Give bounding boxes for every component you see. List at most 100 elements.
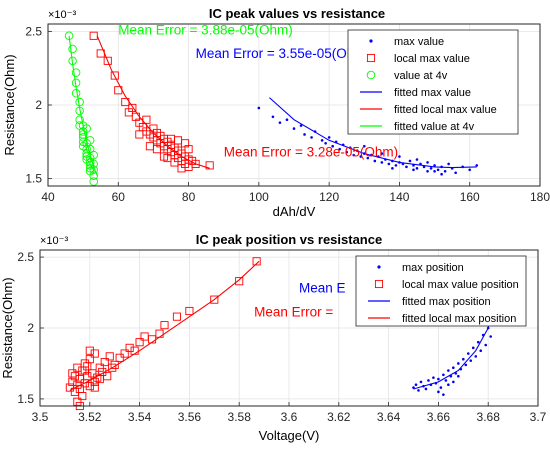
point-local-max-value xyxy=(159,152,169,161)
point-local-max-value-position xyxy=(68,369,77,378)
point-local-max-value-position xyxy=(147,335,157,344)
y-tick-label: 2 xyxy=(27,321,34,335)
point-local-max-value-position xyxy=(120,349,129,358)
point-max-position xyxy=(481,333,485,337)
chart-ic-peak-position: IC peak position vs resistance ×10⁻³ 3.5… xyxy=(0,232,547,443)
legend-marker-max-position xyxy=(377,265,381,269)
mean-error-annotation: Mean E xyxy=(299,281,346,296)
legend-marker-value-at-4v xyxy=(366,70,376,80)
point-value-at-4v xyxy=(89,177,98,186)
point-value-at-4v xyxy=(85,136,95,145)
point-max-position xyxy=(442,393,445,396)
point-local-max-value-position xyxy=(160,321,169,330)
point-max-value xyxy=(271,115,275,119)
point-max-position xyxy=(414,383,418,387)
point-max-value xyxy=(450,167,454,170)
point-local-max-value-position xyxy=(115,353,124,362)
point-value-at-4v xyxy=(85,144,95,154)
y-axis-label: Resistance(Ohm) xyxy=(2,54,17,155)
x-tick-label: 3.52 xyxy=(78,410,102,424)
point-local-max-value xyxy=(205,161,214,170)
point-local-max-value-position xyxy=(95,375,104,384)
point-max-value xyxy=(327,136,331,139)
point-local-max-value-position xyxy=(252,257,261,266)
point-max-value xyxy=(377,155,380,158)
point-local-max-value xyxy=(128,103,137,112)
point-local-max-value xyxy=(145,142,154,151)
x-axis-label: dAh/dV xyxy=(273,204,316,219)
point-max-value xyxy=(370,153,373,157)
point-max-value xyxy=(408,159,412,163)
point-max-value xyxy=(348,146,352,150)
point-max-value xyxy=(454,171,457,175)
x-axis-label: Voltage(V) xyxy=(259,428,320,443)
point-max-value xyxy=(359,155,363,158)
point-local-max-value-position xyxy=(83,362,92,371)
point-max-value xyxy=(320,139,324,142)
point-max-value xyxy=(440,172,443,176)
point-max-value xyxy=(324,141,327,145)
point-max-value xyxy=(391,167,394,170)
point-local-max-value-position xyxy=(90,349,99,358)
legend-marker-max-value xyxy=(369,39,373,43)
point-max-position xyxy=(489,335,492,338)
point-max-value xyxy=(257,106,261,110)
point-value-at-4v xyxy=(71,68,81,77)
point-max-value xyxy=(345,150,349,154)
point-local-max-value xyxy=(89,31,98,40)
point-local-max-value xyxy=(142,115,151,124)
x-tick-label: 160 xyxy=(460,190,480,204)
point-value-at-4v xyxy=(82,124,91,133)
point-max-position xyxy=(454,372,458,375)
legend-label: max position xyxy=(402,262,464,274)
point-max-value xyxy=(366,156,370,160)
legend-label: value at 4v xyxy=(394,70,448,82)
point-max-value xyxy=(419,162,422,166)
point-max-value xyxy=(292,127,296,130)
point-max-position xyxy=(449,374,453,378)
point-max-value xyxy=(433,169,436,173)
point-local-max-value-position xyxy=(85,382,94,391)
point-local-max-value xyxy=(177,164,186,173)
point-max-value xyxy=(440,165,443,169)
chart-title: IC peak values vs resistance xyxy=(209,6,385,21)
fit-line-fitted-max-value xyxy=(269,97,477,169)
x-tick-label: 3.5 xyxy=(32,410,49,424)
x-tick-label: 3.68 xyxy=(477,410,501,424)
annotations: Mean E Mean Error = xyxy=(254,281,345,320)
point-max-value xyxy=(373,159,377,163)
point-max-position xyxy=(439,386,443,389)
point-max-value xyxy=(443,169,447,173)
point-max-value xyxy=(391,159,394,163)
point-max-value xyxy=(426,169,429,173)
point-max-value xyxy=(433,164,436,167)
data-points xyxy=(64,31,479,186)
point-local-max-value-position xyxy=(90,383,99,392)
point-max-value xyxy=(387,162,391,166)
x-tick-label: 3.62 xyxy=(327,410,351,424)
point-value-at-4v xyxy=(89,165,98,175)
x-tick-label: 3.56 xyxy=(178,410,202,424)
point-max-value xyxy=(380,161,384,164)
point-max-position xyxy=(437,390,440,394)
point-value-at-4v xyxy=(75,106,84,116)
point-max-position xyxy=(412,386,415,389)
point-local-max-value-position xyxy=(83,372,92,381)
point-local-max-value-position xyxy=(105,352,114,361)
point-local-max-value-position xyxy=(185,306,194,316)
point-max-position xyxy=(486,326,490,330)
legend-label: max value xyxy=(394,36,444,48)
point-local-max-value-position xyxy=(78,392,87,401)
point-local-max-value-position xyxy=(80,366,89,375)
point-max-value xyxy=(468,168,472,172)
point-max-value xyxy=(352,153,356,157)
annotations: Mean Error = 3.88e-05(Ohm) Mean Error = 3… xyxy=(118,22,398,159)
plot-frame xyxy=(47,23,541,187)
point-max-position xyxy=(462,357,465,361)
point-max-position xyxy=(422,384,425,388)
point-max-position xyxy=(442,373,445,377)
point-max-position xyxy=(429,383,433,387)
point-max-position xyxy=(471,346,475,350)
x-tick-label: 3.7 xyxy=(530,410,547,424)
